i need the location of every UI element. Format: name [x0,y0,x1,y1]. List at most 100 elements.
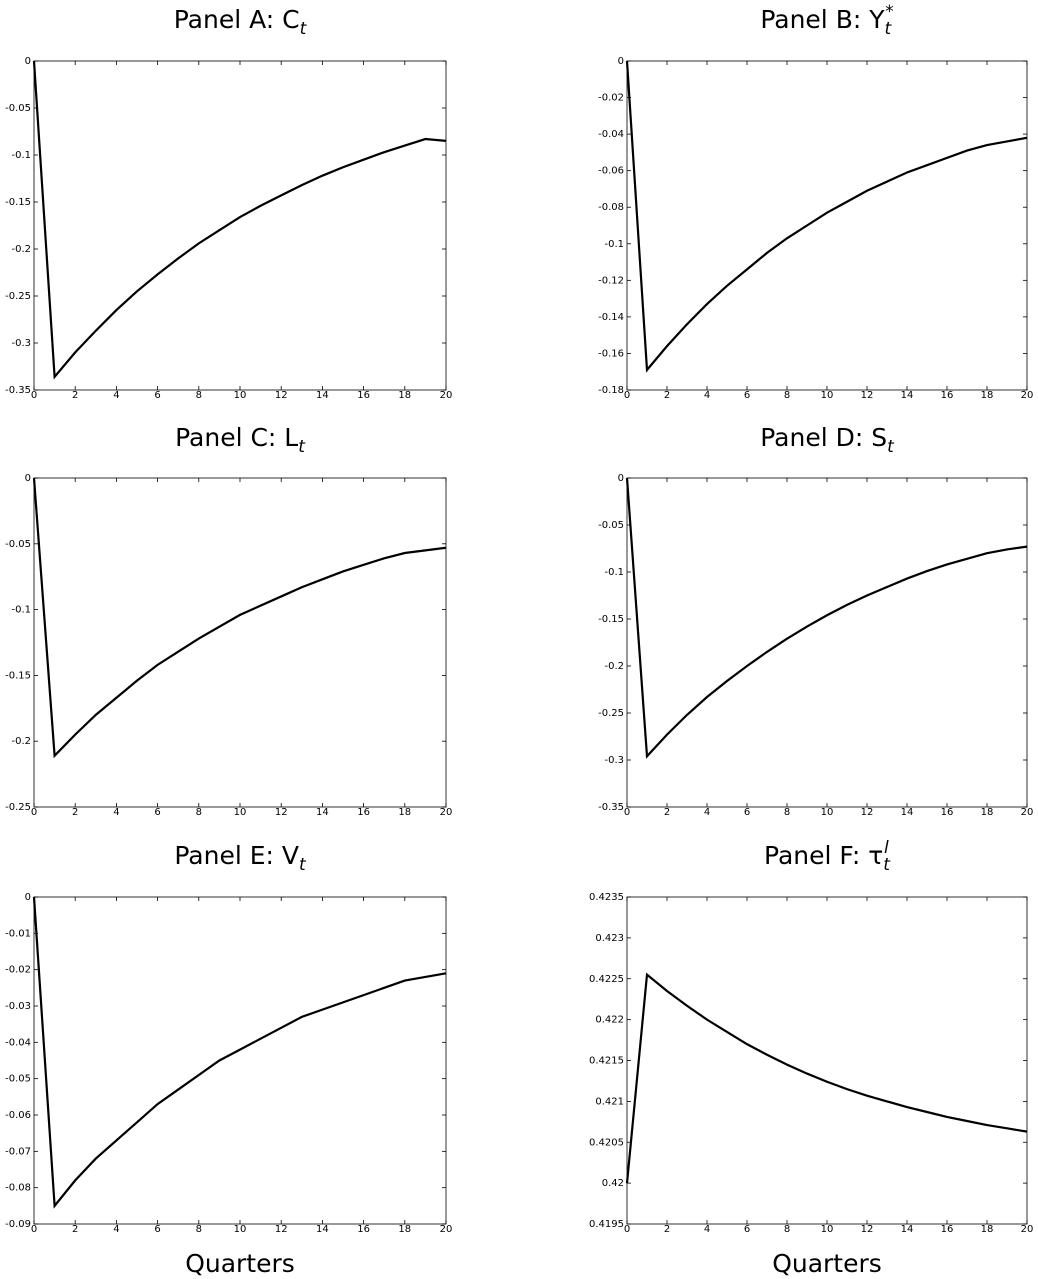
y-tick-label: 0.4235 [589,892,624,903]
panel-title-a: Panel A: Ct [174,5,308,39]
panel-title-subscript: t [883,855,891,875]
y-tick-label: -0.15 [5,197,31,208]
x-tick-label: 10 [821,807,834,818]
panel-title-c: Panel C: Lt [175,423,306,457]
x-tick-label: 6 [154,1224,160,1235]
y-tick-label: -0.12 [598,275,624,286]
x-tick-label: 4 [704,807,710,818]
x-tick-label: 16 [357,390,370,401]
panel-title-d: Panel D: St [760,423,895,457]
series-line-c [32,477,447,759]
plot-frame [626,477,1028,808]
y-tick-label: 0.4195 [589,1219,624,1230]
y-tick-label: -0.14 [598,312,624,323]
x-tick-label: 20 [1021,390,1034,401]
y-tick-label: -0.02 [5,965,31,976]
x-tick-label: 4 [113,807,119,818]
x-tick-label: 6 [154,807,160,818]
y-tick-label: 0 [618,473,624,484]
panel-title-main: Panel D: S [760,423,887,452]
x-tick-label: 4 [704,390,710,401]
chart-panel-a: Panel A: Ct 0 2 4 6 8 10 12 14 16 18 20 0 -0.05 -0.1 -0… [5,5,452,401]
panel-title-subscript: t [298,437,306,457]
x-tick-label: 16 [941,807,954,818]
x-tick-label: 10 [234,390,247,401]
x-tick-label: 12 [275,1224,288,1235]
y-tick-label: -0.01 [5,928,31,939]
x-axis-label: Quarters [185,1249,295,1278]
x-tick-label: 6 [744,1224,750,1235]
panel-title-b: Panel B: Yt* [760,2,893,39]
plot-frame [33,477,447,808]
y-tick-label: -0.35 [5,385,31,396]
x-tick-label: 20 [440,390,453,401]
y-tick-label: -0.05 [5,539,31,550]
series-line-d [625,477,1028,759]
x-tick-label: 14 [316,807,329,818]
x-tick-label: 10 [821,390,834,401]
series-line-f [625,972,1028,1184]
x-tick-label: 8 [196,1224,202,1235]
x-tick-label: 8 [784,807,790,818]
panel-title-main: Panel F: τ [764,841,883,870]
x-tick-label: 20 [440,1224,453,1235]
panel-title-main: Panel C: L [175,423,298,452]
panel-title-subscript: t [885,19,893,39]
x-tick-label: 16 [357,1224,370,1235]
x-tick-label: 2 [72,1224,78,1235]
y-tick-label: -0.04 [598,129,624,140]
y-tick-label: -0.2 [11,736,31,747]
x-tick-label: 20 [1021,1224,1034,1235]
y-tick-label: -0.3 [604,755,624,766]
panel-title-e: Panel E: Vt [174,841,307,875]
x-tick-label: 0 [31,1224,37,1235]
x-tick-label: 6 [744,390,750,401]
x-tick-label: 0 [31,807,37,818]
x-tick-label: 6 [154,390,160,401]
x-tick-label: 0 [624,390,630,401]
y-tick-label: 0.423 [595,933,624,944]
y-tick-label: -0.25 [5,291,31,302]
y-tick-label: -0.1 [604,567,624,578]
x-tick-label: 2 [664,390,670,401]
panel-title-main: Panel A: C [174,5,300,34]
x-tick-label: 20 [1021,807,1034,818]
x-tick-label: 12 [275,390,288,401]
x-axis-label: Quarters [772,1249,882,1278]
y-tick-label: 0 [618,56,624,67]
y-tick-label: -0.1 [604,239,624,250]
panel-title-subscript: t [887,437,895,457]
y-tick-label: -0.35 [598,802,624,813]
x-tick-label: 16 [357,807,370,818]
x-tick-label: 18 [981,807,994,818]
y-tick-label: -0.2 [11,244,31,255]
y-tick-label: 0.4205 [589,1137,624,1148]
x-tick-label: 0 [624,807,630,818]
chart-panel-c: Panel C: Lt 0 2 4 6 8 10 12 14 16 18 20 0 -0.05 -0.1 -0… [5,423,452,818]
x-tick-label: 2 [664,807,670,818]
y-tick-label: -0.15 [5,670,31,681]
y-tick-label: -0.18 [598,385,624,396]
y-tick-label: -0.1 [11,605,31,616]
x-tick-label: 8 [196,807,202,818]
x-tick-label: 14 [901,807,914,818]
y-tick-label: -0.25 [598,708,624,719]
x-tick-label: 16 [941,1224,954,1235]
panel-title-main: Panel B: Y [760,5,885,34]
y-tick-label: -0.16 [598,348,624,359]
series-line-b [625,60,1028,373]
plot-frame [626,896,1028,1225]
x-tick-label: 18 [398,1224,411,1235]
y-tick-label: -0.15 [598,614,624,625]
x-tick-label: 12 [275,807,288,818]
y-tick-label: -0.3 [11,338,31,349]
panel-title-subscript: t [300,19,308,39]
x-tick-label: 8 [196,390,202,401]
x-tick-label: 4 [113,390,119,401]
y-tick-label: 0.4215 [589,1056,624,1067]
chart-panel-d: Panel D: St 0 2 4 6 8 10 12 14 16 18 20 0 -0.05 -0.1 -0… [598,423,1033,818]
plot-frame [33,60,447,391]
x-tick-label: 20 [440,807,453,818]
y-tick-label: 0.4225 [589,974,624,985]
